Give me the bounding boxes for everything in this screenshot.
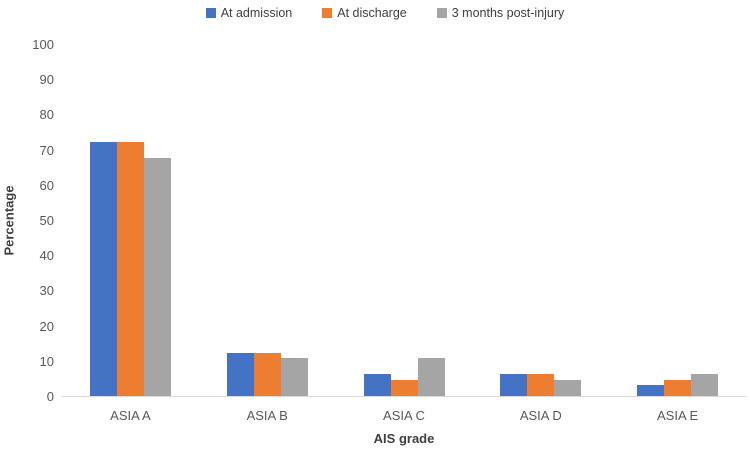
- legend-label: 3 months post-injury: [451, 6, 565, 20]
- legend-swatch-icon: [436, 8, 447, 18]
- plot-area: [62, 45, 746, 397]
- bar-asia-b-series-2: [280, 357, 308, 396]
- bar-asia-d-series-0: [500, 374, 528, 396]
- x-axis-title: AIS grade: [373, 431, 435, 446]
- y-tick-label: 90: [39, 72, 54, 88]
- y-tick-label: 40: [39, 248, 54, 264]
- bar-asia-a-series-1: [116, 141, 144, 396]
- y-tick-label: 60: [39, 177, 54, 193]
- bar-asia-e-series-1: [664, 379, 692, 396]
- bar-asia-c-series-1: [390, 379, 418, 396]
- x-category-label: ASIA C: [383, 408, 425, 423]
- legend-swatch-icon: [322, 8, 333, 18]
- bar-asia-a-series-2: [143, 157, 171, 396]
- y-tick-label: 30: [39, 283, 54, 299]
- bar-asia-e-series-0: [637, 385, 665, 396]
- legend-item: 3 months post-injury: [436, 6, 565, 20]
- bar-asia-a-series-0: [89, 141, 117, 396]
- y-tick-label: 100: [32, 37, 54, 52]
- y-tick-label: 70: [39, 142, 54, 158]
- y-tick-label: 50: [39, 213, 54, 228]
- bar-asia-d-series-1: [527, 374, 555, 396]
- x-category-label: ASIA D: [519, 408, 562, 423]
- y-tick-label: 0: [46, 389, 54, 404]
- y-tick-label: 10: [39, 353, 54, 369]
- bar-asia-b-series-1: [253, 352, 281, 396]
- bar-asia-c-series-0: [363, 374, 391, 396]
- legend-swatch-icon: [205, 8, 216, 18]
- x-category-label: ASIA B: [246, 408, 288, 423]
- bar-asia-b-series-0: [226, 352, 254, 396]
- legend-item: At admission: [205, 6, 293, 20]
- bar-asia-e-series-2: [691, 374, 719, 396]
- y-tick-label: 80: [39, 107, 54, 123]
- y-tick-label: 20: [39, 318, 54, 334]
- x-category-label: ASIA E: [656, 408, 699, 423]
- bar-asia-d-series-2: [554, 379, 582, 396]
- legend-label: At discharge: [337, 6, 407, 20]
- x-category-label: ASIA A: [110, 408, 151, 423]
- legend-label: At admission: [220, 6, 293, 20]
- bar-asia-c-series-2: [417, 357, 445, 396]
- chart-legend: At admission At discharge 3 months post-in…: [30, 4, 740, 22]
- legend-item: At discharge: [322, 6, 407, 20]
